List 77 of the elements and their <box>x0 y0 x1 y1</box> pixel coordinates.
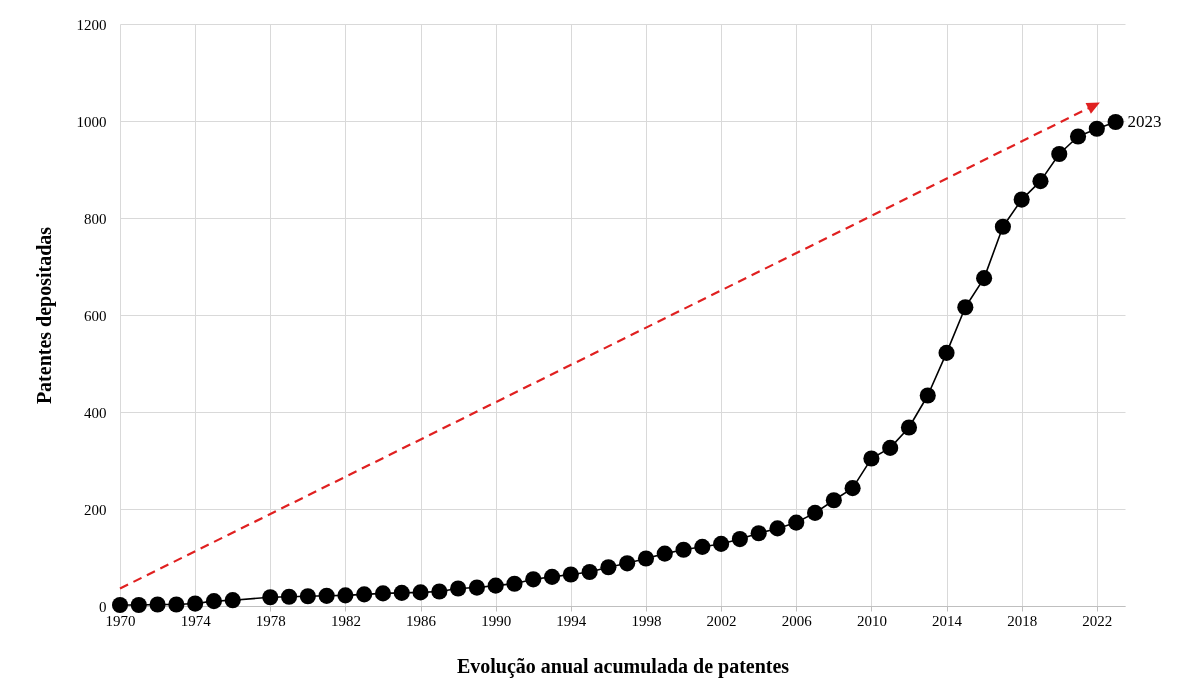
y-tick-label: 800 <box>84 210 107 227</box>
point <box>900 419 918 436</box>
point <box>600 559 617 576</box>
point <box>1032 173 1049 190</box>
x-tick-label: 2018 <box>1007 612 1038 629</box>
point <box>431 583 448 600</box>
x-tick-label: 1970 <box>105 612 136 629</box>
point <box>581 564 598 581</box>
y-tick-label: 0 <box>99 598 107 615</box>
x-tick-label: 2014 <box>932 612 963 629</box>
x-tick-label: 1986 <box>406 612 437 629</box>
point <box>281 588 298 605</box>
x-tick-label: 1974 <box>180 612 212 629</box>
y-axis-title: Patentes depositadas <box>32 226 56 405</box>
point <box>713 535 730 552</box>
y-tick-label: 1000 <box>76 113 107 130</box>
point <box>938 344 955 361</box>
y-tick-label: 600 <box>84 307 107 324</box>
point <box>337 587 354 604</box>
y-tick-label: 1200 <box>76 16 107 33</box>
y-tick-label: 200 <box>84 501 107 518</box>
point <box>806 504 824 521</box>
point <box>205 593 222 610</box>
point <box>356 586 373 603</box>
point <box>1088 120 1105 137</box>
point <box>957 299 974 316</box>
point <box>412 584 429 601</box>
point <box>994 218 1011 235</box>
point <box>694 538 711 555</box>
point <box>187 595 204 612</box>
point <box>318 587 335 604</box>
point <box>262 589 279 606</box>
point <box>844 480 861 497</box>
point <box>111 596 129 614</box>
x-tick-label: 2002 <box>706 612 737 629</box>
point <box>1069 128 1087 145</box>
point <box>224 592 241 609</box>
point <box>863 450 880 467</box>
point <box>731 531 748 548</box>
point <box>637 550 655 567</box>
point <box>1051 145 1068 163</box>
point <box>468 579 485 596</box>
point <box>619 555 636 572</box>
point <box>168 596 185 613</box>
x-tick-label: 2022 <box>1082 612 1113 629</box>
point <box>130 596 147 614</box>
point <box>299 588 316 605</box>
point <box>825 492 842 509</box>
x-tick-label: 1990 <box>481 612 512 629</box>
point <box>1013 191 1030 208</box>
point <box>543 568 561 585</box>
point <box>769 520 786 537</box>
y-tick-label: 400 <box>84 404 107 421</box>
x-tick-label: 1998 <box>631 612 662 629</box>
x-tick-label: 1978 <box>255 612 286 629</box>
x-tick-label: 2006 <box>781 612 813 629</box>
point <box>882 439 899 456</box>
point <box>374 585 392 602</box>
point <box>1107 113 1124 131</box>
point <box>562 566 579 583</box>
point <box>487 577 504 594</box>
x-tick-label: 1982 <box>330 612 361 629</box>
point <box>919 387 936 404</box>
point <box>450 580 467 597</box>
point <box>149 596 166 613</box>
point <box>976 270 993 287</box>
x-axis-title: Evolução anual acumulada de patentes <box>456 654 790 678</box>
point <box>525 571 542 588</box>
point <box>675 541 692 558</box>
x-tick-label: 2010 <box>856 612 887 629</box>
point <box>788 514 805 531</box>
point <box>393 584 410 601</box>
annotation: 2023 <box>1127 111 1162 131</box>
point <box>656 545 673 562</box>
point <box>750 525 767 542</box>
x-tick-label: 1994 <box>556 612 587 629</box>
point <box>506 575 523 592</box>
